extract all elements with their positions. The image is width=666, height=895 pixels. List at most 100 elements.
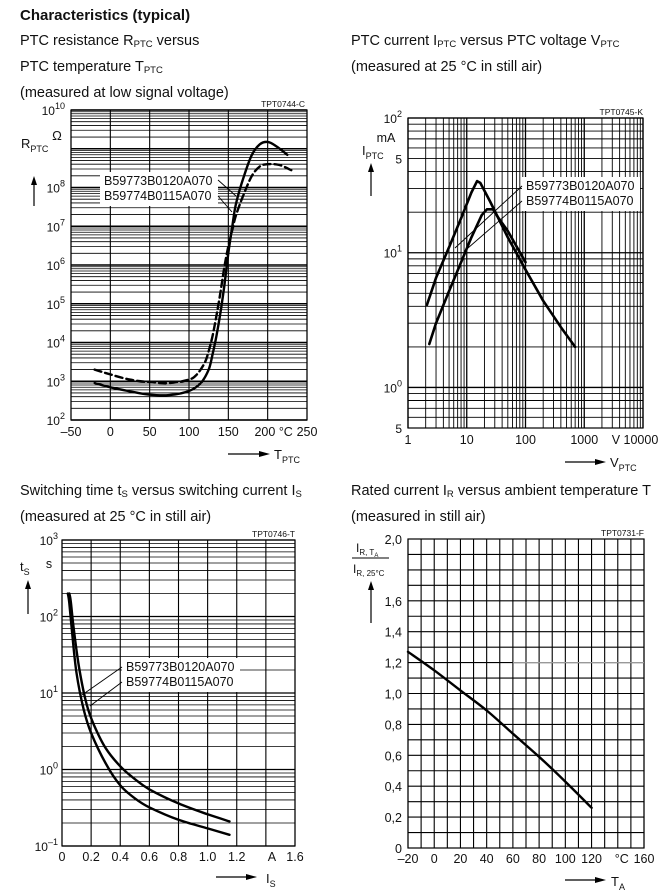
- y-tick-label: 1,6: [385, 595, 402, 609]
- x-tick-label: 150: [218, 425, 239, 439]
- x-axis-arrow-head-icon: [595, 877, 606, 883]
- y-tick-label: 0,6: [385, 749, 402, 763]
- y-tick-label: 102: [40, 608, 58, 625]
- y-tick-label: 0,2: [385, 811, 402, 825]
- x-axis-arrow-head-icon: [246, 874, 257, 880]
- y-tick-label: 105: [47, 295, 65, 312]
- x-tick-label: 120: [581, 852, 602, 866]
- series-line-1: [93, 140, 289, 397]
- x-tick-label: 1000: [570, 433, 598, 447]
- x-axis-label: VPTC: [610, 455, 637, 473]
- y-tick-label: 101: [40, 684, 58, 701]
- x-axis-label: TA: [611, 874, 625, 892]
- x-unit-label: °C: [615, 852, 629, 866]
- x-tick-label: 1.2: [228, 850, 245, 864]
- caption-text: versus switching current I: [127, 483, 296, 499]
- caption-text: (measured at 25 °C in still air): [351, 59, 543, 75]
- legend-label: B59773B0120A070: [526, 179, 634, 193]
- x-tick-label: 1: [405, 433, 412, 447]
- caption-text: (measured in still air): [351, 509, 486, 525]
- caption-subscript: S: [121, 489, 128, 500]
- y-tick-label: 108: [47, 179, 65, 196]
- caption-text: PTC resistance R: [20, 33, 134, 49]
- caption-subscript: S: [295, 489, 302, 500]
- x-tick-label: 1.0: [199, 850, 216, 864]
- legend-label: B59773B0120A070: [126, 660, 234, 674]
- y-tick-label: 1,0: [385, 688, 402, 702]
- y-tick-label: 106: [47, 256, 65, 273]
- y-tick-label: 102: [384, 109, 402, 126]
- y-tick-label: 103: [40, 531, 58, 548]
- caption-rated-current: Rated current IR versus ambient temperat…: [351, 480, 651, 528]
- x-unit-label: A: [268, 850, 277, 864]
- x-tick-label: 20: [453, 852, 467, 866]
- caption-text: PTC temperature T: [20, 59, 144, 75]
- y-axis-arrow-head-icon: [368, 163, 374, 172]
- y-tick-label: 107: [47, 217, 65, 234]
- series-line-2: [428, 208, 527, 346]
- chart-id-label: TPT0745-K: [600, 107, 644, 117]
- y-axis-arrow-head-icon: [25, 580, 31, 589]
- x-tick-label: 200 °C: [254, 425, 292, 439]
- y-unit-label: mA: [377, 131, 396, 145]
- caption-text: (measured at 25 °C in still air): [20, 509, 212, 525]
- y-tick-label: 100: [40, 761, 58, 778]
- y-axis-arrow-head-icon: [31, 176, 37, 185]
- legend-box: [522, 177, 640, 211]
- x-tick-label: 50: [143, 425, 157, 439]
- x-tick-label: 0.8: [170, 850, 187, 864]
- chart-id-label: TPT0744-C: [261, 99, 305, 109]
- caption-subscript: PTC: [143, 65, 163, 76]
- x-tick-label: 100: [555, 852, 576, 866]
- caption-text: Switching time t: [20, 483, 122, 499]
- x-axis-arrow-head-icon: [595, 459, 606, 465]
- x-tick-label: 1.6: [286, 850, 303, 864]
- caption-resistance-temperature: PTC resistance RPTC versus PTC temperatu…: [20, 30, 229, 104]
- y-tick-label: 5: [395, 422, 402, 436]
- x-tick-label: –20: [398, 852, 419, 866]
- caption-text: versus: [152, 33, 200, 49]
- y-tick-label: 1,2: [385, 657, 402, 671]
- x-tick-label: 0.6: [141, 850, 158, 864]
- caption-subscript: PTC: [133, 39, 153, 50]
- y-axis-label-denominator: IR, 25°C: [353, 562, 385, 578]
- x-tick-label: 160: [634, 852, 655, 866]
- y-tick-label: 5: [395, 153, 402, 167]
- chart-id-label: TPT0731-F: [601, 528, 644, 538]
- x-tick-label: 0: [59, 850, 66, 864]
- x-tick-label: 0.2: [82, 850, 99, 864]
- x-axis-arrow-head-icon: [259, 451, 270, 457]
- x-tick-label: 80: [532, 852, 546, 866]
- y-tick-label: 0,8: [385, 718, 402, 732]
- x-tick-label: V 10000: [612, 433, 659, 447]
- caption-text: (measured at low signal voltage): [20, 85, 229, 101]
- caption-text: versus ambient temperature T: [453, 483, 651, 499]
- y-tick-label: 100: [384, 378, 402, 395]
- x-tick-label: –50: [61, 425, 82, 439]
- y-unit-label: s: [46, 557, 52, 571]
- y-tick-label: 2,0: [385, 533, 402, 547]
- legend-label: B59773B0120A070: [104, 174, 212, 188]
- x-tick-label: 100: [515, 433, 536, 447]
- x-tick-label: 250: [297, 425, 318, 439]
- series-line-2: [93, 162, 293, 385]
- caption-subscript: R: [446, 489, 454, 500]
- y-tick-label: 1,4: [385, 626, 402, 640]
- legend-box: [100, 172, 218, 206]
- y-tick-label: 10–1: [35, 837, 58, 854]
- y-tick-label: 0: [395, 842, 402, 856]
- legend-leader-line: [217, 195, 233, 213]
- caption-switching-time: Switching time tS versus switching curre…: [20, 480, 302, 528]
- x-tick-label: 0.4: [112, 850, 129, 864]
- y-axis-label: RPTC: [21, 136, 49, 154]
- caption-text: versus PTC voltage V: [456, 33, 601, 49]
- y-unit-label: Ω: [52, 128, 62, 143]
- y-tick-label: 102: [47, 411, 65, 428]
- y-tick-label: 101: [384, 244, 402, 261]
- y-axis-label: IPTC: [362, 143, 384, 161]
- x-tick-label: 0: [431, 852, 438, 866]
- legend-label: B59774B0115A070: [526, 194, 634, 208]
- chart-id-label: TPT0746-T: [252, 529, 295, 539]
- x-tick-label: 10: [460, 433, 474, 447]
